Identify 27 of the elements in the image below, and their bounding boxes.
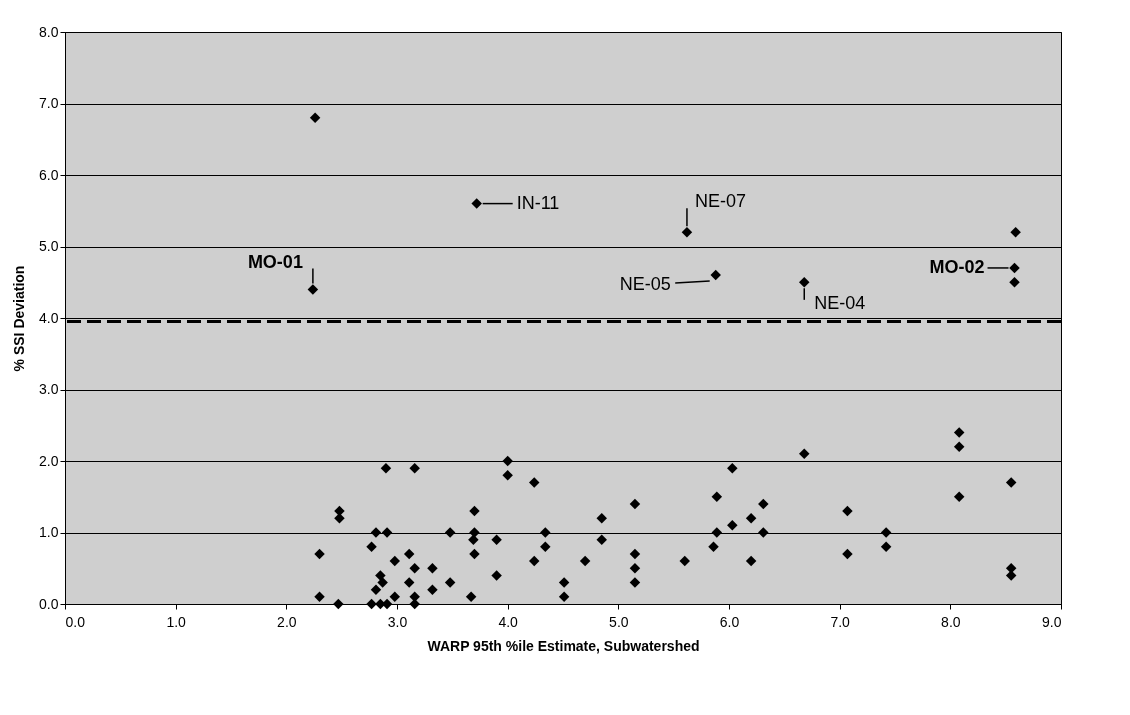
y-axis-title: % SSI Deviation bbox=[11, 265, 28, 372]
y-tick-label: 0.0 bbox=[39, 595, 59, 612]
annotation: MO-01 bbox=[247, 252, 303, 273]
x-tick-label: 5.0 bbox=[609, 613, 629, 630]
annotation: NE-05 bbox=[619, 274, 671, 295]
x-tick-label: 6.0 bbox=[719, 613, 740, 630]
x-tick-label: 7.0 bbox=[830, 613, 851, 630]
y-tick-label: 7.0 bbox=[39, 95, 59, 111]
y-tick-label: 2.0 bbox=[39, 452, 59, 469]
y-tick-label: 5.0 bbox=[39, 238, 59, 254]
x-tick-label: 8.0 bbox=[941, 613, 961, 630]
y-tick-label: 3.0 bbox=[39, 381, 59, 397]
x-tick-label: 1.0 bbox=[166, 613, 187, 630]
x-tick-label: 9.0 bbox=[1042, 613, 1062, 630]
y-tick-label: 8.0 bbox=[39, 23, 59, 40]
x-tick-label: 0.0 bbox=[65, 613, 86, 630]
x-axis-title: WARP 95th %ile Estimate, Subwatershed bbox=[427, 637, 700, 654]
x-tick-label: 4.0 bbox=[498, 613, 519, 630]
annotation: IN-11 bbox=[516, 192, 560, 213]
y-tick-label: 4.0 bbox=[39, 309, 59, 326]
y-tick-label: 6.0 bbox=[39, 166, 59, 183]
annotation: NE-07 bbox=[694, 191, 746, 212]
x-tick-label: 3.0 bbox=[387, 613, 408, 630]
annotation: MO-02 bbox=[929, 256, 985, 277]
y-tick-label: 1.0 bbox=[39, 524, 59, 540]
x-tick-label: 2.0 bbox=[277, 613, 297, 630]
annotation: NE-04 bbox=[814, 293, 866, 314]
